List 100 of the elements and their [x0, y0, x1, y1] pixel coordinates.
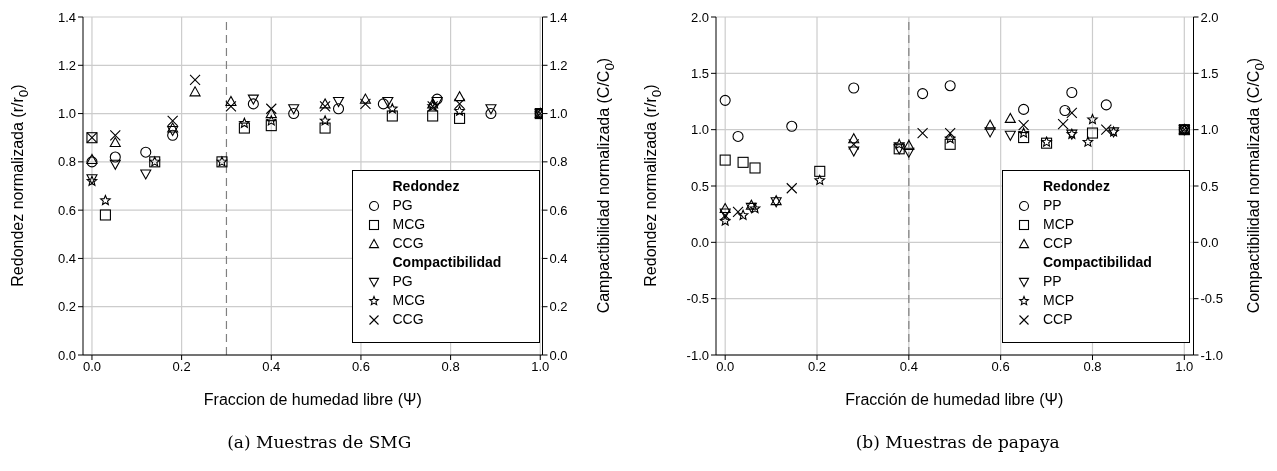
point [265, 115, 277, 126]
point [1058, 104, 1070, 117]
text: Redondez [1043, 178, 1110, 194]
x-axis-title: Fraccion de humedad libre (Ψ) [202, 391, 423, 409]
point [813, 174, 825, 185]
point [984, 127, 996, 138]
x-tick-label: 1.0 [1174, 359, 1193, 375]
point [847, 82, 859, 94]
point [847, 146, 859, 157]
point [454, 105, 465, 116]
point [719, 154, 731, 166]
legend-label: CCP [1043, 310, 1073, 329]
text: Compactibilidad [1043, 254, 1152, 270]
legend-label: CCG [392, 310, 424, 329]
point [167, 125, 179, 137]
legend-label: MCG [392, 291, 426, 310]
point [916, 127, 928, 139]
point [109, 159, 121, 170]
x-tick-label: 0.2 [172, 359, 191, 375]
point [1017, 103, 1029, 115]
point [86, 153, 98, 164]
y-tick-label: 2.0 [690, 9, 709, 25]
y-tick-label: -1.0 [686, 347, 709, 363]
point [265, 120, 277, 132]
point [719, 94, 731, 106]
point [485, 104, 497, 115]
point [265, 108, 277, 119]
point [382, 96, 394, 108]
point [785, 182, 797, 194]
point [319, 122, 331, 134]
point [454, 112, 466, 124]
legend-label: MCG [392, 215, 426, 234]
legend-label: CCG [392, 234, 424, 253]
point [902, 139, 914, 150]
point [1100, 99, 1112, 111]
point [813, 165, 825, 177]
text: (b) Muestras de papaya [854, 432, 1061, 452]
x-tick-label: 0.8 [1082, 359, 1102, 375]
point [100, 194, 111, 206]
point [167, 129, 179, 141]
legend-label: PP [1043, 196, 1062, 215]
point [109, 129, 121, 141]
point [140, 146, 152, 158]
legend-label: CCP [1043, 234, 1073, 253]
legend-label: MCP [1043, 215, 1075, 234]
y-tick-label: 0.4 [57, 251, 76, 267]
x-tick-label: 0.8 [441, 359, 460, 375]
y-tick-label: 1.4 [57, 9, 76, 25]
point [86, 156, 98, 168]
point [167, 122, 179, 133]
point [386, 110, 398, 122]
y2-tick-label: 0.5 [1200, 178, 1219, 194]
x-tick-label: 0.2 [807, 359, 826, 375]
point [140, 169, 152, 180]
point [247, 98, 259, 110]
x-tick-label: 0.6 [991, 359, 1010, 375]
point [359, 93, 371, 104]
point [225, 100, 237, 112]
point [454, 91, 466, 102]
legend-label: MCP [1043, 291, 1075, 310]
y2-tick-label: 0.8 [549, 154, 568, 170]
point [319, 115, 331, 126]
point [1065, 86, 1077, 99]
y2-tick-label: 0.0 [549, 347, 568, 363]
point [387, 103, 398, 114]
text: (a) Muestras de SMG [226, 432, 413, 452]
text: Compactibilidad [392, 254, 502, 270]
y-tick-label: 0.5 [690, 178, 709, 194]
point [902, 147, 914, 158]
point [1017, 127, 1029, 138]
y2-tick-label: 1.4 [549, 9, 568, 25]
point [1086, 127, 1098, 139]
y-tick-label: -0.5 [686, 291, 709, 307]
point [737, 156, 749, 168]
point [238, 122, 250, 134]
point [1017, 132, 1029, 144]
point [485, 108, 497, 120]
point [916, 88, 928, 100]
point [359, 98, 371, 110]
point [1057, 118, 1069, 130]
point [944, 127, 956, 139]
point [109, 136, 121, 148]
x-tick-label: 0.4 [899, 359, 918, 375]
point [247, 94, 259, 105]
point [99, 209, 111, 221]
y-tick-label: 0.8 [57, 154, 76, 170]
point [167, 115, 179, 127]
legend-label: PG [392, 196, 413, 215]
y-tick-label: 0.0 [690, 234, 709, 250]
y-tick-label: 1.5 [690, 65, 709, 81]
point [847, 138, 859, 150]
point [1082, 136, 1093, 147]
x-tick-label: 0.4 [262, 359, 281, 375]
text: Redondez [392, 178, 460, 194]
x-tick-label: 0.0 [82, 359, 101, 375]
y2-tick-label: 0.4 [549, 251, 568, 267]
y2-tick-label: 1.0 [549, 106, 568, 122]
point [189, 74, 201, 86]
x-tick-label: 0.0 [715, 359, 734, 375]
y2-tick-label: 0.2 [549, 299, 568, 315]
